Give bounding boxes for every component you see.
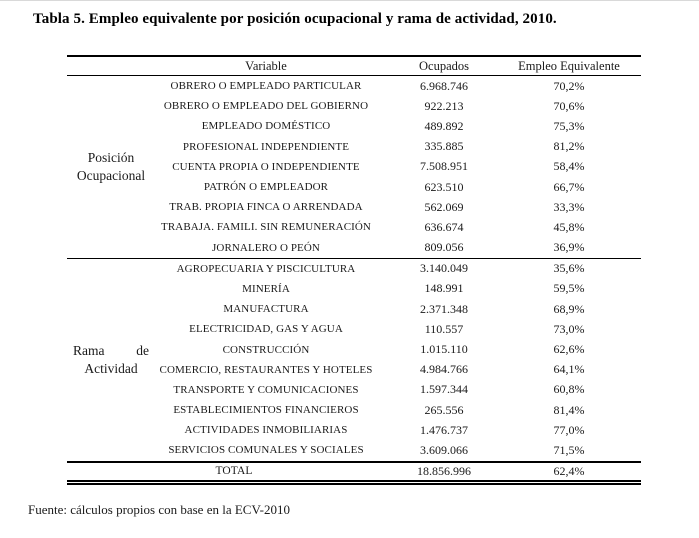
total-empleo: 62,4% <box>553 463 585 478</box>
table-row: EMPLEADO DOMÉSTICO 489.892 75,3% <box>155 116 641 136</box>
ocupados-cell: 1.476.737 <box>420 422 468 437</box>
ocupados-cell: 3.140.049 <box>420 261 468 276</box>
header-empleo-equivalente: Empleo Equivalente <box>518 58 620 73</box>
table-row: OBRERO O EMPLEADO PARTICULAR 6.968.746 7… <box>155 76 641 96</box>
table-row: CUENTA PROPIA O INDEPENDIENTE 7.508.951 … <box>155 157 641 177</box>
table-row: PATRÓN O EMPLEADOR 623.510 66,7% <box>155 177 641 197</box>
table-row: ACTIVIDADES INMOBILIARIAS 1.476.737 77,0… <box>155 420 641 440</box>
ocupados-cell: 809.056 <box>424 240 464 255</box>
empleo-cell: 60,8% <box>553 382 585 397</box>
header-ocupados: Ocupados <box>419 58 469 73</box>
ocupados-cell: 2.371.348 <box>420 301 468 316</box>
variable-cell: TRAB. PROPIA FINCA O ARRENDADA <box>169 201 363 214</box>
empleo-cell: 35,6% <box>553 261 585 276</box>
empleo-cell: 59,5% <box>553 281 585 296</box>
total-ocupados: 18.856.996 <box>417 463 471 478</box>
variable-cell: ESTABLECIMIENTOS FINANCIEROS <box>173 404 359 417</box>
variable-cell: PATRÓN O EMPLEADOR <box>203 181 329 194</box>
empleo-cell: 81,4% <box>553 402 585 417</box>
group-rows: OBRERO O EMPLEADO PARTICULAR 6.968.746 7… <box>155 76 641 258</box>
variable-cell: TRABAJA. FAMILI. SIN REMUNERACIÓN <box>161 221 371 234</box>
empleo-cell: 68,9% <box>553 301 585 316</box>
ocupados-cell: 148.991 <box>424 281 464 296</box>
table-row: TRAB. PROPIA FINCA O ARRENDADA 562.069 3… <box>155 197 641 217</box>
source-note: Fuente: cálculos propios con base en la … <box>28 502 290 517</box>
ocupados-cell: 110.557 <box>424 321 464 336</box>
variable-cell: MINERÍA <box>242 282 290 295</box>
empleo-cell: 75,3% <box>553 118 585 133</box>
table-row: ESTABLECIMIENTOS FINANCIEROS 265.556 81,… <box>155 400 641 420</box>
variable-cell: TRANSPORTE Y COMUNICACIONES <box>173 383 359 396</box>
ocupados-cell: 265.556 <box>424 402 464 417</box>
empleo-cell: 73,0% <box>553 321 585 336</box>
empleo-cell: 36,9% <box>553 240 585 255</box>
group-rows: AGROPECUARIA Y PISCICULTURA 3.140.049 35… <box>155 259 641 461</box>
table-row: OBRERO O EMPLEADO DEL GOBIERNO 922.213 7… <box>155 96 641 116</box>
table-title: Tabla 5. Empleo equivalente por posición… <box>33 11 557 27</box>
page-top-edge <box>0 0 699 1</box>
total-row: TOTAL 18.856.996 62,4% <box>67 463 641 485</box>
group-label-line: Rama de <box>73 343 149 359</box>
variable-cell: MANUFACTURA <box>223 303 309 316</box>
empleo-cell: 71,5% <box>553 442 585 457</box>
table-row: SERVICIOS COMUNALES Y SOCIALES 3.609.066… <box>155 440 641 460</box>
empleo-cell: 81,2% <box>553 139 585 154</box>
empleo-cell: 33,3% <box>553 199 585 214</box>
ocupados-cell: 3.609.066 <box>420 442 468 457</box>
variable-cell: EMPLEADO DOMÉSTICO <box>201 120 331 133</box>
ocupados-cell: 922.213 <box>424 98 464 113</box>
group-label-line: Actividad <box>84 360 138 376</box>
group-rama-de-actividad: Rama de Actividad AGROPECUARIA Y PISCICU… <box>67 259 641 463</box>
table-row: JORNALERO O PEÓN 809.056 36,9% <box>155 238 641 258</box>
variable-cell: CONSTRUCCIÓN <box>222 343 310 356</box>
ocupados-cell: 335.885 <box>424 139 464 154</box>
table-header-row: Variable Ocupados Empleo Equivalente <box>67 55 641 76</box>
group-label-line: Ocupacional <box>76 167 146 183</box>
variable-cell: CUENTA PROPIA O INDEPENDIENTE <box>172 160 360 173</box>
empleo-cell: 70,2% <box>553 78 585 93</box>
table-row: AGROPECUARIA Y PISCICULTURA 3.140.049 35… <box>155 259 641 279</box>
empleo-cell: 62,6% <box>553 342 585 357</box>
empleo-cell: 58,4% <box>553 159 585 174</box>
group-label-line: Posición <box>87 150 135 166</box>
group-label-rama-de-actividad: Rama de Actividad <box>67 259 155 461</box>
empleo-cell: 77,0% <box>553 422 585 437</box>
table-row: PROFESIONAL INDEPENDIENTE 335.885 81,2% <box>155 137 641 157</box>
empleo-cell: 70,6% <box>553 98 585 113</box>
ocupados-cell: 1.015.110 <box>420 342 468 357</box>
variable-cell: PROFESIONAL INDEPENDIENTE <box>182 140 350 153</box>
ocupados-cell: 636.674 <box>424 219 464 234</box>
variable-cell: JORNALERO O PEÓN <box>212 241 320 254</box>
variable-cell: ACTIVIDADES INMOBILIARIAS <box>184 424 348 437</box>
table-row: MANUFACTURA 2.371.348 68,9% <box>155 299 641 319</box>
table-row: ELECTRICIDAD, GAS Y AGUA 110.557 73,0% <box>155 319 641 339</box>
ocupados-cell: 6.968.746 <box>420 78 468 93</box>
empleo-cell: 64,1% <box>553 362 585 377</box>
variable-cell: ELECTRICIDAD, GAS Y AGUA <box>189 323 343 336</box>
ocupados-cell: 7.508.951 <box>420 159 468 174</box>
variable-cell: SERVICIOS COMUNALES Y SOCIALES <box>168 444 364 457</box>
ocupados-cell: 489.892 <box>424 118 464 133</box>
ocupados-cell: 4.984.766 <box>420 362 468 377</box>
table-row: CONSTRUCCIÓN 1.015.110 62,6% <box>155 339 641 359</box>
variable-cell: AGROPECUARIA Y PISCICULTURA <box>176 262 356 275</box>
empleo-cell: 45,8% <box>553 219 585 234</box>
variable-cell: OBRERO O EMPLEADO DEL GOBIERNO <box>163 100 369 113</box>
table-row: TRABAJA. FAMILI. SIN REMUNERACIÓN 636.67… <box>155 217 641 237</box>
group-label-posicion-ocupacional: Posición Ocupacional <box>67 76 155 258</box>
table-row: COMERCIO, RESTAURANTES Y HOTELES 4.984.7… <box>155 360 641 380</box>
total-label: TOTAL <box>215 465 253 478</box>
ocupados-cell: 1.597.344 <box>420 382 468 397</box>
group-posicion-ocupacional: Posición Ocupacional OBRERO O EMPLEADO P… <box>67 76 641 259</box>
empleo-cell: 66,7% <box>553 179 585 194</box>
variable-cell: COMERCIO, RESTAURANTES Y HOTELES <box>159 363 373 376</box>
ocupados-cell: 562.069 <box>424 199 464 214</box>
header-variable: Variable <box>245 58 287 73</box>
table-row: TRANSPORTE Y COMUNICACIONES 1.597.344 60… <box>155 380 641 400</box>
table-row: MINERÍA 148.991 59,5% <box>155 279 641 299</box>
employment-table: Variable Ocupados Empleo Equivalente Pos… <box>67 55 641 485</box>
variable-cell: OBRERO O EMPLEADO PARTICULAR <box>170 80 362 93</box>
ocupados-cell: 623.510 <box>424 179 464 194</box>
